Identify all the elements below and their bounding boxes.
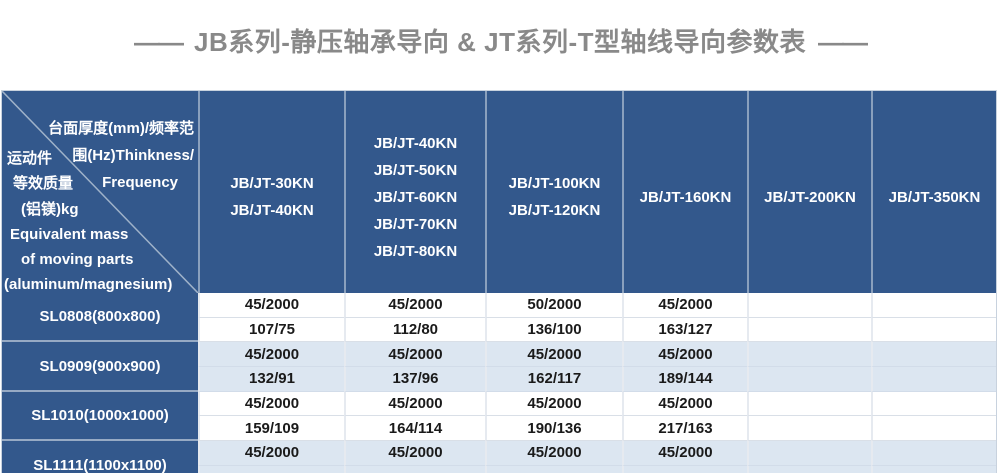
row-label-sl0808: SL0808(800x800)	[2, 293, 198, 343]
corner-side-label: 运动件 等效质量 (铝镁)kg Equivalent mass of movin…	[2, 146, 198, 293]
header-line: JB/JT-30KN	[230, 175, 314, 192]
row-label-sl1111: SL1111(1100x1100)	[2, 441, 198, 473]
header-line: JB/JT-60KN	[373, 188, 458, 206]
data-cell: 132/91	[198, 367, 344, 392]
data-cell: 45/2000	[344, 293, 485, 318]
header-line: JB/JT-160KN	[639, 188, 732, 206]
data-cell	[747, 342, 871, 368]
corner-line: 围(Hz)Thinkness/	[72, 147, 194, 164]
data-cell: 163/127	[622, 317, 747, 343]
data-cell: 45/2000	[485, 441, 622, 466]
data-cell	[344, 465, 485, 473]
data-cell	[871, 391, 996, 417]
data-cell: 45/2000	[198, 293, 344, 318]
title-dash-right: ——	[818, 27, 868, 57]
header-line: JB/JT-70KN	[373, 215, 458, 233]
title-text: JB系列-静压轴承导向 & JT系列-T型轴线导向参数表	[193, 27, 806, 57]
data-cell: 50/2000	[485, 293, 622, 318]
data-cell	[871, 342, 996, 368]
page-title: —— JB系列-静压轴承导向 & JT系列-T型轴线导向参数表 ——	[0, 22, 1000, 59]
data-cell: 45/2000	[198, 441, 344, 466]
data-cell	[747, 441, 871, 466]
header-line: JB/JT-50KN	[373, 161, 458, 179]
data-cell: 45/2000	[344, 391, 485, 417]
header-col-jbjt-350kn: JB/JT-350KN	[871, 91, 996, 293]
corner-line: 等效质量	[13, 175, 74, 193]
data-cell	[871, 441, 996, 466]
data-cell	[871, 367, 996, 392]
data-cell: 136/100	[485, 317, 622, 343]
title-dash-left: ——	[133, 27, 184, 57]
header-line: JB/JT-350KN	[888, 188, 981, 206]
corner-line: of moving parts	[21, 251, 134, 269]
data-cell: 45/2000	[485, 342, 622, 368]
data-cell: 162/117	[485, 367, 622, 392]
corner-line: Equivalent mass	[10, 225, 129, 243]
data-cell	[747, 317, 871, 343]
table-corner-cell: 台面厚度(mm)/频率范 围(Hz)Thinkness/ Frequency 运…	[2, 91, 198, 293]
data-cell	[747, 293, 871, 318]
row-label-sl0909: SL0909(900x900)	[2, 342, 198, 392]
header-col-jbjt-40-80kn: JB/JT-40KN JB/JT-50KN JB/JT-60KN JB/JT-7…	[344, 91, 485, 293]
data-cell: 45/2000	[198, 342, 344, 368]
data-cell	[747, 367, 871, 392]
data-cell: 112/80	[344, 317, 485, 343]
data-cell	[747, 391, 871, 417]
data-cell	[871, 317, 996, 343]
corner-line: 台面厚度(mm)/频率范	[48, 120, 194, 137]
corner-line: 运动件	[7, 150, 53, 167]
data-cell: 45/2000	[622, 293, 747, 318]
data-cell	[198, 465, 344, 473]
data-cell: 164/114	[344, 416, 485, 442]
header-line: JB/JT-100KN	[508, 175, 601, 192]
header-line: JB/JT-120KN	[508, 202, 601, 219]
header-col-jbjt-100-120kn: JB/JT-100KN JB/JT-120KN	[485, 91, 622, 293]
data-cell: 107/75	[198, 317, 344, 343]
data-cell: 189/144	[622, 367, 747, 392]
data-cell	[747, 465, 871, 473]
diagonal-divider-icon	[2, 91, 198, 293]
corner-line: (铝镁)kg	[21, 200, 79, 218]
data-cell	[485, 465, 622, 473]
data-cell	[871, 416, 996, 442]
data-cell: 45/2000	[622, 342, 747, 368]
header-line: JB/JT-40KN	[373, 134, 458, 152]
data-cell: 45/2000	[485, 391, 622, 417]
header-col-jbjt-200kn: JB/JT-200KN	[747, 91, 871, 293]
data-cell	[871, 465, 996, 473]
corner-top-label: 台面厚度(mm)/频率范 围(Hz)Thinkness/ Frequency	[48, 115, 194, 196]
row-label-sl1010: SL1010(1000x1000)	[2, 391, 198, 442]
header-line: JB/JT-80KN	[373, 242, 458, 260]
data-cell: 45/2000	[344, 441, 485, 466]
data-cell: 45/2000	[198, 391, 344, 417]
data-cell: 137/96	[344, 367, 485, 392]
data-cell: 45/2000	[344, 342, 485, 368]
corner-line: (aluminum/magnesium)	[4, 276, 173, 293]
parameter-table: 台面厚度(mm)/频率范 围(Hz)Thinkness/ Frequency 运…	[1, 90, 997, 473]
corner-line: Frequency	[102, 174, 178, 191]
header-col-jbjt-160kn: JB/JT-160KN	[622, 91, 747, 293]
header-line: JB/JT-40KN	[230, 202, 314, 219]
data-cell: 159/109	[198, 416, 344, 442]
data-cell: 190/136	[485, 416, 622, 442]
data-cell	[747, 416, 871, 442]
data-cell: 45/2000	[622, 441, 747, 466]
header-line: JB/JT-200KN	[764, 188, 856, 206]
data-cell: 45/2000	[622, 391, 747, 417]
data-cell	[871, 293, 996, 318]
header-col-jbjt-30-40kn: JB/JT-30KN JB/JT-40KN	[198, 91, 344, 293]
data-cell: 217/163	[622, 416, 747, 442]
data-cell	[622, 465, 747, 473]
